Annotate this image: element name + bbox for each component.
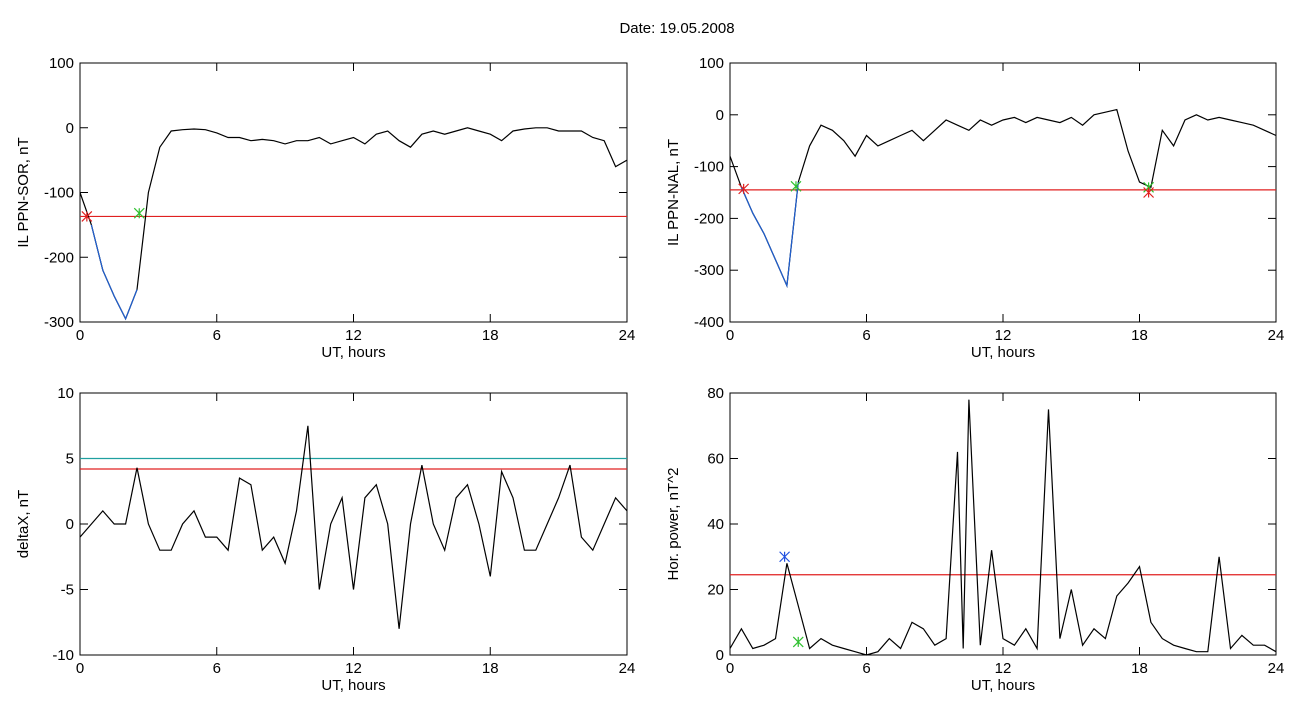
y-tick-label: 100: [699, 55, 724, 72]
x-tick-label: 0: [726, 327, 734, 344]
event-marker: [792, 636, 804, 648]
y-tick-label: 40: [707, 516, 724, 533]
figure-title: Date: 19.05.2008: [619, 20, 734, 37]
data-line: [740, 182, 799, 288]
x-axis-label: UT, hours: [321, 677, 385, 694]
y-tick-label: -5: [61, 582, 74, 599]
data-line: [90, 224, 138, 321]
x-tick-label: 6: [862, 660, 870, 677]
y-tick-label: -10: [52, 647, 74, 664]
x-tick-label: 18: [1131, 327, 1148, 344]
x-tick-label: 24: [1268, 660, 1285, 677]
event-marker: [779, 551, 791, 563]
x-tick-label: 24: [619, 327, 636, 344]
x-tick-label: 24: [1268, 327, 1285, 344]
data-line: [729, 108, 1277, 288]
event-marker: [133, 207, 145, 219]
event-marker: [81, 211, 93, 222]
y-tick-label: -300: [694, 262, 724, 279]
event-marker: [790, 180, 802, 192]
event-marker: [738, 183, 750, 195]
x-axis-label: UT, hours: [971, 677, 1035, 694]
y-tick-label: -400: [694, 314, 724, 331]
x-tick-label: 6: [862, 327, 870, 344]
y-tick-label: 80: [707, 385, 724, 402]
y-tick-label: -200: [44, 249, 74, 266]
x-tick-label: 6: [213, 660, 221, 677]
y-tick-label: 0: [66, 516, 74, 533]
y-axis-label: Hor. power, nT^2: [665, 468, 682, 581]
x-tick-label: 0: [76, 327, 84, 344]
y-axis-label: deltaX, nT: [15, 490, 32, 558]
data-line: [729, 399, 1277, 656]
y-tick-label: -200: [694, 210, 724, 227]
y-tick-label: 0: [716, 107, 724, 124]
x-axis-label: UT, hours: [321, 344, 385, 361]
x-tick-label: 18: [482, 660, 499, 677]
y-axis-label: IL PPN-NAL, nT: [665, 139, 682, 246]
x-tick-label: 18: [482, 327, 499, 344]
x-tick-label: 0: [76, 660, 84, 677]
y-tick-label: 20: [707, 582, 724, 599]
x-tick-label: 12: [345, 660, 362, 677]
y-tick-label: -100: [694, 159, 724, 176]
y-tick-label: 0: [716, 647, 724, 664]
x-tick-label: 12: [345, 327, 362, 344]
x-axis-label: UT, hours: [971, 344, 1035, 361]
y-tick-label: 60: [707, 451, 724, 468]
y-tick-label: 0: [66, 120, 74, 137]
y-tick-label: -100: [44, 185, 74, 202]
y-tick-label: 100: [49, 55, 74, 72]
x-tick-label: 18: [1131, 660, 1148, 677]
x-tick-label: 24: [619, 660, 636, 677]
y-tick-label: -300: [44, 314, 74, 331]
x-tick-label: 12: [995, 660, 1012, 677]
event-marker: [1143, 187, 1155, 198]
y-tick-label: 10: [57, 385, 74, 402]
data-line: [79, 425, 628, 629]
x-tick-label: 6: [213, 327, 221, 344]
x-tick-label: 12: [995, 327, 1012, 344]
y-axis-label: IL PPN-SOR, nT: [15, 137, 32, 247]
x-tick-label: 0: [726, 660, 734, 677]
data-line: [79, 127, 628, 321]
y-tick-label: 5: [66, 451, 74, 468]
